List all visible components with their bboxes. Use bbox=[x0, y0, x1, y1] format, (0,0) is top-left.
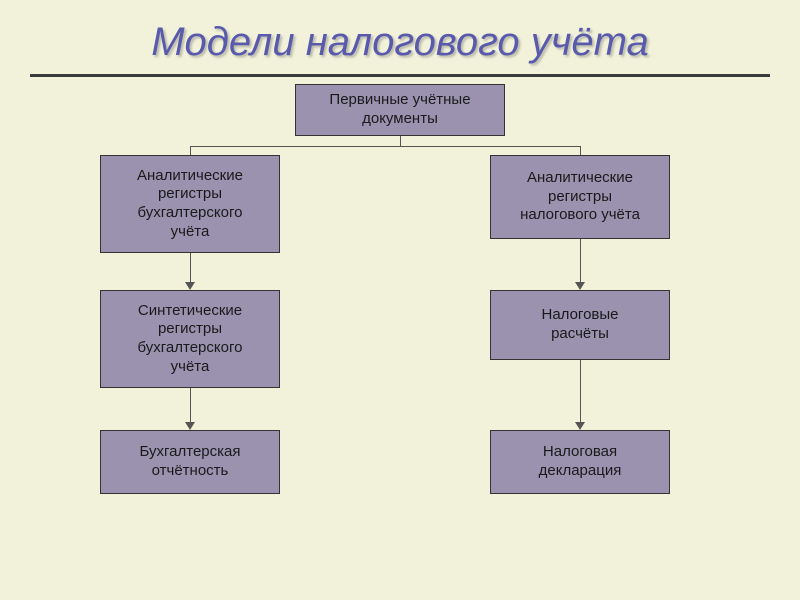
arrowhead-icon bbox=[185, 282, 195, 290]
arrowhead-icon bbox=[185, 422, 195, 430]
edge-segment bbox=[400, 146, 580, 147]
diagram-canvas: Модели налогового учёта Первичные учётные… bbox=[0, 0, 800, 600]
edge-segment bbox=[400, 136, 401, 146]
arrowhead-icon bbox=[575, 422, 585, 430]
node-r3: Налоговаядекларация bbox=[490, 430, 670, 494]
node-l2: Синтетическиерегистрыбухгалтерскогоучёта bbox=[100, 290, 280, 388]
edge-segment bbox=[580, 360, 581, 428]
node-r2: Налоговыерасчёты bbox=[490, 290, 670, 360]
arrowhead-icon bbox=[575, 282, 585, 290]
node-r1: Аналитическиерегистрыналогового учёта bbox=[490, 155, 670, 239]
edge-segment bbox=[190, 146, 400, 147]
edge-segment bbox=[580, 239, 581, 288]
title-underline bbox=[30, 74, 770, 77]
edge-segment bbox=[580, 146, 581, 156]
node-l3: Бухгалтерскаяотчётность bbox=[100, 430, 280, 494]
edge-segment bbox=[190, 146, 191, 156]
node-top: Первичные учётныедокументы bbox=[295, 84, 505, 136]
node-l1: Аналитическиерегистрыбухгалтерскогоучёта bbox=[100, 155, 280, 253]
diagram-title: Модели налогового учёта bbox=[0, 20, 800, 65]
